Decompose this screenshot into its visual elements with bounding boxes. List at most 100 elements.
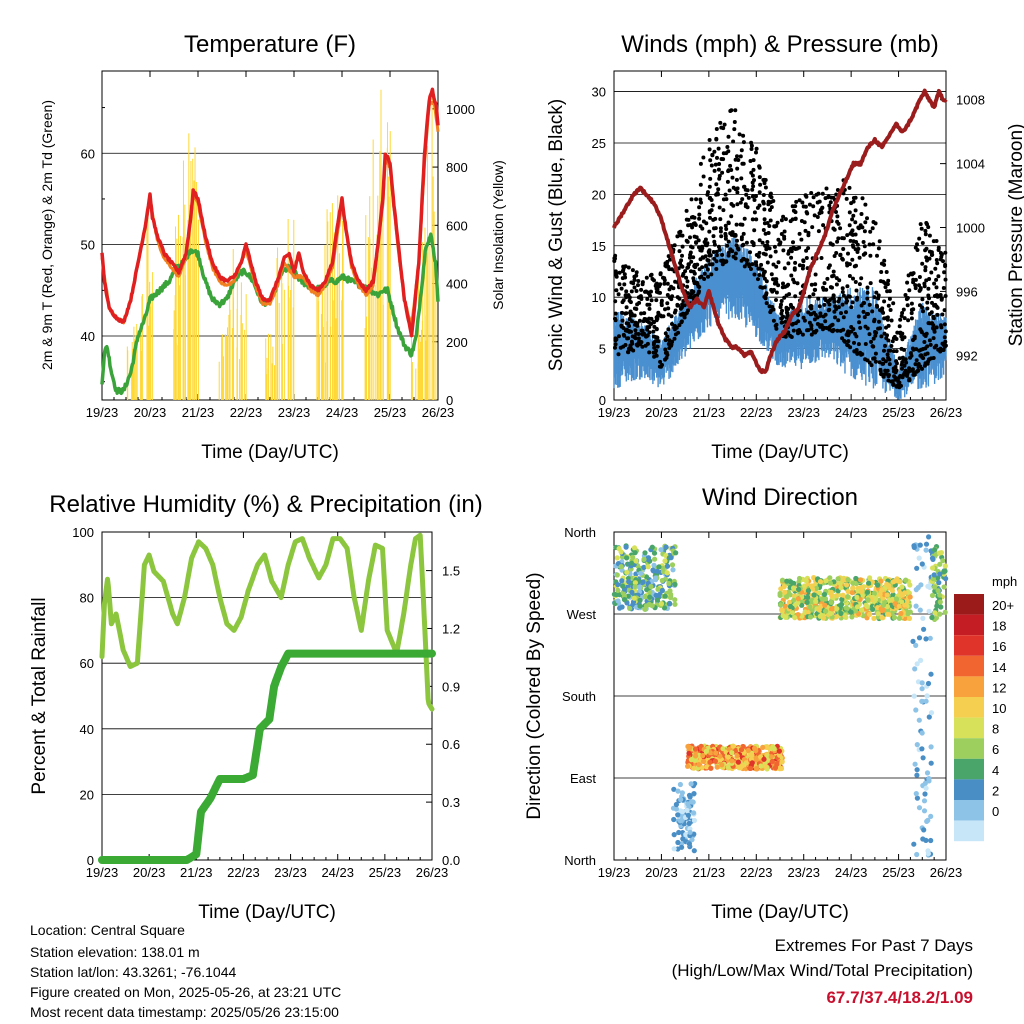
gust-point	[725, 145, 730, 149]
gust-point	[655, 344, 660, 349]
gust-point	[685, 279, 690, 284]
direction-point	[843, 605, 849, 611]
temp-ylabel: 2m & 9m T (Red, Orange) & 2m Td (Green)	[39, 100, 55, 370]
gust-point	[813, 282, 818, 287]
gust-series	[612, 108, 948, 390]
gust-point	[815, 200, 820, 205]
gust-point	[836, 305, 841, 310]
gust-point	[781, 281, 785, 286]
gust-point	[707, 184, 712, 189]
gust-point	[658, 271, 663, 276]
gust-point	[640, 328, 645, 333]
direction-point	[911, 841, 917, 847]
extremes-title: Extremes For Past 7 Days	[774, 936, 973, 955]
gust-point	[633, 320, 638, 325]
gust-point	[744, 192, 749, 197]
gust-point	[911, 277, 916, 282]
gust-point	[903, 293, 908, 297]
pressure-series	[612, 88, 948, 375]
gust-point	[628, 309, 633, 314]
gust-point	[789, 335, 794, 339]
gust-point	[704, 243, 709, 248]
gust-point	[767, 224, 772, 228]
gust-point	[834, 210, 838, 214]
direction-point	[673, 801, 680, 808]
direction-point	[642, 594, 648, 600]
gust-point	[726, 134, 731, 139]
direction-point	[659, 587, 666, 594]
rh-ytick-label: 0	[87, 853, 94, 868]
direction-point	[796, 586, 802, 593]
gust-point	[820, 191, 825, 196]
direction-point	[630, 554, 636, 560]
gust-point	[702, 277, 707, 281]
direction-point	[729, 758, 735, 764]
gust-point	[613, 338, 618, 343]
wind-ytick-label: 20	[592, 187, 606, 202]
gust-point	[613, 342, 618, 347]
gust-point	[767, 246, 772, 251]
gust-point	[656, 339, 661, 344]
direction-point	[911, 543, 917, 549]
legend-label: 6	[992, 742, 999, 757]
gust-point	[855, 250, 860, 254]
gust-point	[629, 339, 634, 344]
gust-point	[710, 203, 715, 208]
gust-point	[911, 271, 916, 276]
gust-point	[834, 282, 839, 287]
gust-point	[733, 251, 738, 256]
direction-point	[805, 610, 811, 616]
gust-point	[824, 186, 829, 191]
gust-point	[708, 215, 712, 220]
gust-point	[712, 256, 717, 261]
gust-point	[717, 173, 722, 178]
gust-point	[783, 217, 788, 222]
gust-point	[833, 315, 837, 320]
temp-xtick-label: 26/23	[422, 405, 455, 420]
gust-point	[714, 182, 719, 187]
gust-point	[698, 197, 703, 202]
gust-point	[929, 270, 934, 275]
gust-point	[875, 253, 879, 258]
direction-point	[739, 763, 746, 769]
gust-point	[702, 271, 707, 276]
direction-point	[865, 597, 871, 603]
gust-point	[667, 338, 672, 343]
gust-point	[868, 253, 873, 258]
gust-point	[840, 286, 845, 291]
gust-point	[709, 262, 714, 267]
gust-point	[749, 140, 754, 145]
gust-point	[619, 324, 624, 329]
gust-point	[714, 127, 719, 131]
direction-point	[827, 611, 834, 617]
gust-point	[877, 239, 882, 244]
direction-point	[671, 786, 677, 792]
gust-point	[884, 270, 889, 274]
direction-point	[807, 604, 813, 610]
gust-point	[730, 249, 735, 254]
gust-point	[779, 218, 784, 223]
gust-point	[762, 181, 767, 186]
gust-point	[770, 305, 775, 309]
direction-point	[652, 575, 659, 581]
direction-point	[687, 794, 693, 800]
gust-point	[645, 302, 650, 307]
gust-point	[927, 357, 932, 362]
gust-point	[762, 221, 767, 226]
gust-point	[733, 233, 738, 238]
gust-point	[868, 281, 873, 286]
direction-point	[672, 597, 678, 603]
gust-point	[911, 307, 916, 312]
gust-point	[684, 275, 689, 280]
gust-point	[696, 290, 701, 295]
rh-xtick-label: 23/23	[274, 865, 307, 880]
gust-point	[771, 288, 776, 292]
direction-point	[629, 560, 635, 566]
gust-point	[872, 295, 877, 300]
gust-point	[775, 220, 780, 225]
gust-point	[826, 265, 831, 270]
gust-point	[653, 335, 658, 339]
gust-point	[629, 289, 634, 294]
gust-point	[932, 281, 937, 286]
gust-point	[919, 330, 924, 335]
